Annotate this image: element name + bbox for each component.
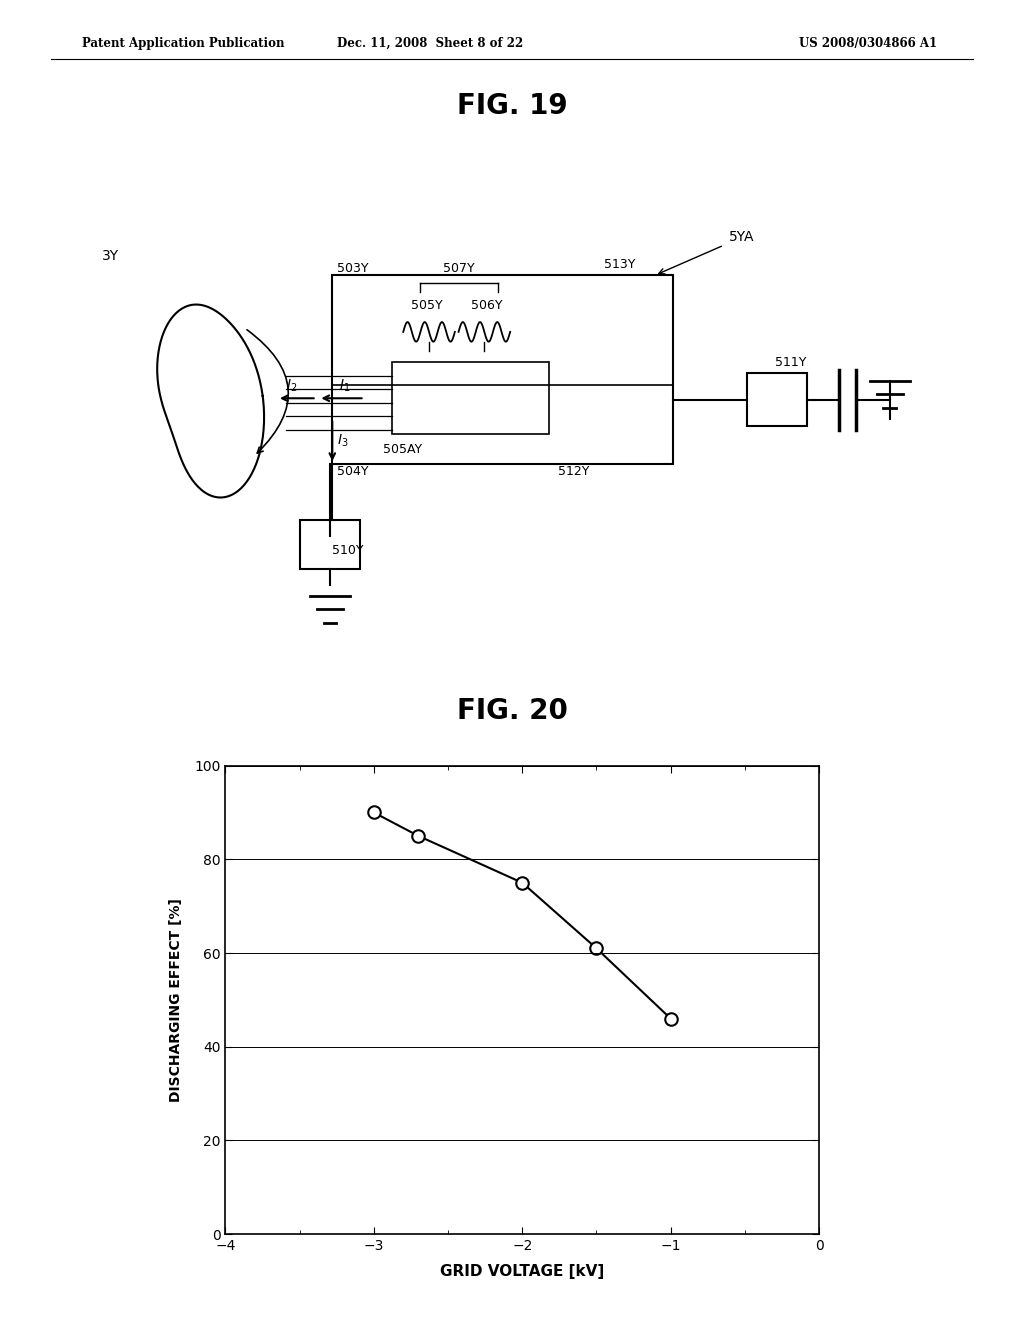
Y-axis label: DISCHARGING EFFECT [%]: DISCHARGING EFFECT [%] [169, 898, 183, 1102]
FancyArrowPatch shape [247, 330, 289, 453]
Text: FIG. 19: FIG. 19 [457, 92, 567, 120]
Text: FIG. 20: FIG. 20 [457, 697, 567, 725]
Bar [332, 384, 674, 463]
Text: 504Y: 504Y [337, 465, 369, 478]
Text: 503Y: 503Y [337, 261, 369, 275]
Bar [332, 276, 674, 463]
Bar [748, 374, 807, 426]
Text: $I_3$: $I_3$ [337, 433, 348, 449]
X-axis label: GRID VOLTAGE [kV]: GRID VOLTAGE [kV] [440, 1265, 604, 1279]
Text: 506Y: 506Y [471, 300, 502, 313]
Text: 5YA: 5YA [729, 231, 754, 244]
Text: Dec. 11, 2008  Sheet 8 of 22: Dec. 11, 2008 Sheet 8 of 22 [337, 37, 523, 50]
Bar [300, 520, 360, 569]
Text: 3Y: 3Y [102, 249, 119, 263]
Text: 513Y: 513Y [604, 257, 636, 271]
Text: 511Y: 511Y [775, 356, 806, 368]
Bar [392, 362, 549, 434]
Text: 505AY: 505AY [383, 442, 422, 455]
Text: 512Y: 512Y [558, 465, 590, 478]
Text: 507Y: 507Y [443, 261, 474, 275]
Text: 505Y: 505Y [411, 300, 442, 313]
Text: $I_2$: $I_2$ [287, 378, 298, 395]
Text: $I_1$: $I_1$ [339, 378, 350, 395]
Text: US 2008/0304866 A1: US 2008/0304866 A1 [799, 37, 937, 50]
Text: 510Y: 510Y [332, 544, 364, 557]
Text: Patent Application Publication: Patent Application Publication [82, 37, 285, 50]
